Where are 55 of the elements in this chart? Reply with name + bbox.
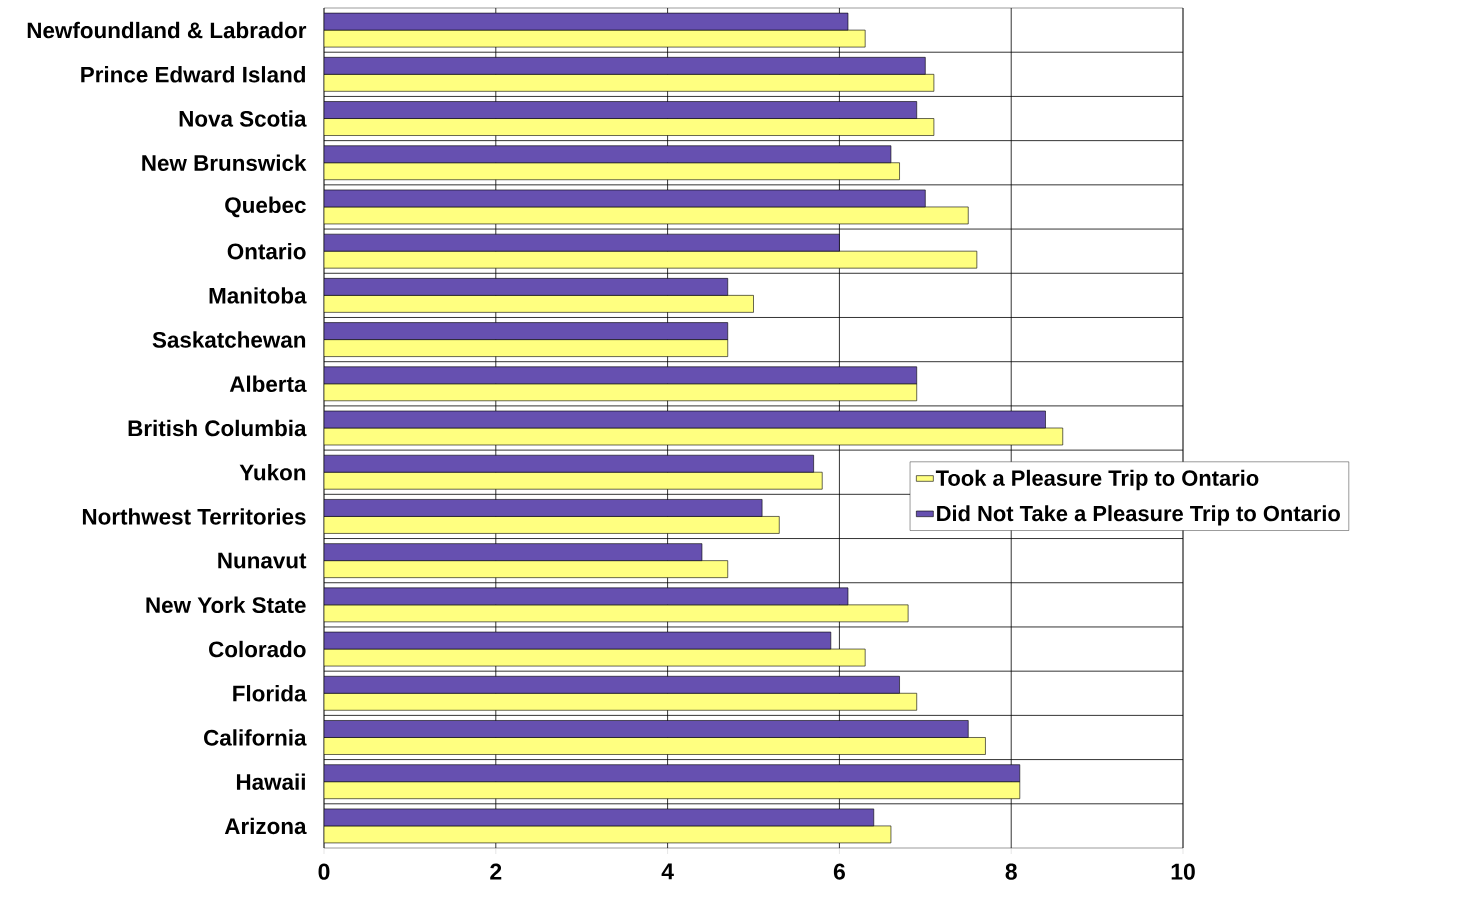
bar <box>324 692 918 711</box>
bar <box>324 250 978 269</box>
y-tick-label: Arizona <box>224 817 307 835</box>
y-tick-label: Alberta <box>229 375 307 393</box>
y-tick-label: Manitoba <box>209 287 307 304</box>
bar <box>324 162 900 181</box>
bar <box>324 454 814 473</box>
y-tick-label: Northwest Territories <box>82 508 306 525</box>
y-tick-label: New Brunswick <box>142 154 307 171</box>
bar <box>324 604 909 623</box>
bar <box>324 366 918 385</box>
bar <box>324 516 780 534</box>
y-tick-label: Nova Scotia <box>179 110 307 127</box>
bar <box>324 499 763 517</box>
legend-label: Did Not Take a Pleasure Trip to Ontario <box>937 505 1340 526</box>
y-tick-label: Florida <box>233 685 307 702</box>
bar <box>324 764 1021 782</box>
y-tick-label: Ontario <box>227 242 306 260</box>
bar <box>324 781 1021 799</box>
y-tick-label: New York State <box>146 596 306 614</box>
x-tick-label: 6 <box>833 863 845 880</box>
y-tick-label: Nunavut <box>218 552 307 569</box>
legend-label: Took a Pleasure Trip to Ontario <box>935 469 1259 491</box>
bar <box>324 471 823 490</box>
y-tick-label: Newfoundland & Labrador <box>27 21 307 39</box>
bar <box>324 322 729 340</box>
x-tick-label: 10 <box>1171 863 1195 880</box>
bar <box>324 74 935 92</box>
y-tick-label: Prince Edward Island <box>81 66 305 83</box>
bar <box>324 737 986 755</box>
bar <box>324 339 729 357</box>
bar <box>324 278 729 296</box>
bar <box>324 118 935 136</box>
x-tick-label: 8 <box>1005 863 1017 880</box>
bar <box>324 101 918 119</box>
bar <box>324 383 918 402</box>
bar <box>324 233 840 252</box>
y-tick-label: Colorado <box>209 640 306 658</box>
y-tick-label: British Columbia <box>128 419 307 437</box>
y-tick-label: Yukon <box>239 463 306 481</box>
x-tick-label: 2 <box>490 863 502 880</box>
bar <box>324 560 729 578</box>
y-tick-label: Quebec <box>225 196 306 218</box>
bar <box>324 57 926 75</box>
bar <box>324 543 703 561</box>
y-tick-label: Hawaii <box>236 773 305 790</box>
y-tick-label: California <box>204 729 307 746</box>
bar <box>324 720 969 738</box>
x-tick-label: 4 <box>661 863 674 880</box>
bar <box>324 145 892 164</box>
bar <box>324 675 900 694</box>
y-tick-label: Saskatchewan <box>152 331 306 348</box>
bar <box>324 295 754 313</box>
bar <box>324 587 849 606</box>
x-tick-label: 0 <box>318 863 330 880</box>
